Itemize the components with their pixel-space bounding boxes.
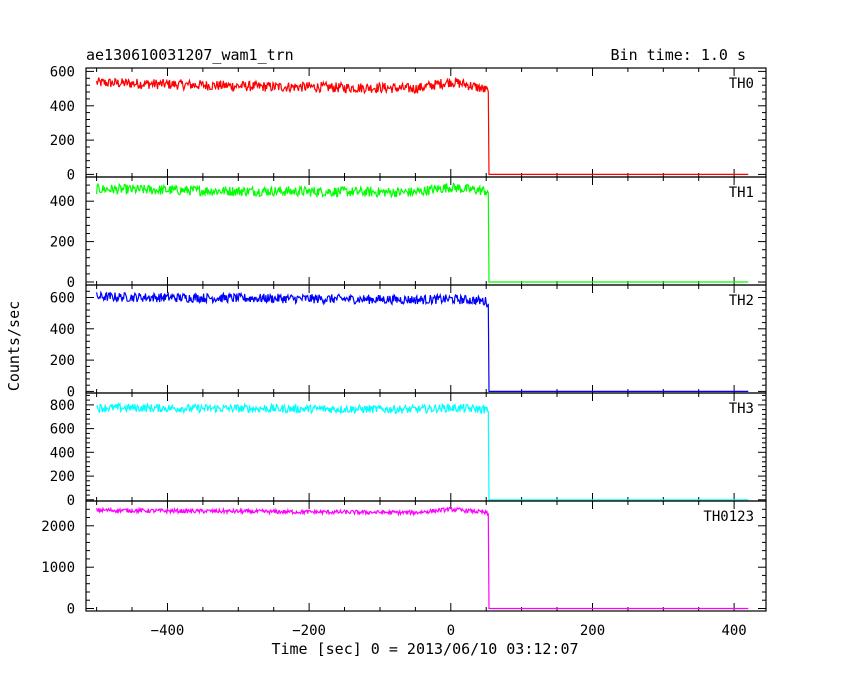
panel-label: TH1: [729, 185, 754, 201]
y-tick-label: 200: [50, 235, 75, 251]
panel-th1: 0 200 400 TH1: [50, 176, 767, 291]
bin-time-label: Bin time: 1.0 s: [611, 46, 746, 64]
panel-label: TH0: [729, 76, 754, 92]
y-tick-label: 400: [50, 445, 75, 461]
x-tick-label: 0: [447, 623, 455, 639]
y-tick-label: 200: [50, 133, 75, 149]
panels-group: 0 200 400 600 TH0 0 200 400 TH1 0 200 400 600 TH2 0 200…: [41, 64, 767, 639]
panel-th0: 0 200 400 600 TH0: [50, 64, 767, 183]
y-tick-label: 0: [67, 493, 75, 509]
panel-th2: 0 200 400 600 TH2: [50, 284, 767, 400]
y-tick-label: 400: [50, 194, 75, 210]
series-line-th1: [96, 182, 749, 283]
y-tick-label: 800: [50, 398, 75, 414]
y-tick-label: 200: [50, 353, 75, 369]
x-tick-label: −200: [292, 623, 326, 639]
series-line-th0123: [96, 506, 749, 610]
y-tick-label: 0: [67, 275, 75, 291]
y-axis-label: Counts/sec: [5, 301, 23, 391]
panel-frame: [85, 500, 767, 612]
y-tick-label: 0: [67, 167, 75, 183]
y-tick-label: 2000: [41, 519, 75, 535]
y-tick-label: 600: [50, 422, 75, 438]
y-tick-label: 0: [67, 384, 75, 400]
y-tick-label: 400: [50, 99, 75, 115]
panel-th0123: 0 1000 2000 TH0123: [41, 500, 767, 618]
y-tick-label: 200: [50, 469, 75, 485]
panel-label: TH3: [729, 401, 754, 417]
panel-label: TH2: [729, 293, 754, 309]
panel-th3: 0 200 400 600 800 TH3: [50, 392, 767, 509]
x-axis-label: Time [sec] 0 = 2013/06/10 03:12:07: [271, 640, 578, 658]
chart-title: ae130610031207_wam1_trn: [86, 46, 294, 64]
y-tick-label: 400: [50, 322, 75, 338]
x-tick-label: 400: [721, 623, 746, 639]
y-tick-label: 0: [67, 602, 75, 618]
x-tick-label: 200: [580, 623, 605, 639]
panel-label: TH0123: [703, 509, 754, 525]
x-tick-label: −400: [151, 623, 185, 639]
series-line-th0: [96, 77, 749, 175]
series-line-th3: [96, 402, 749, 501]
y-tick-label: 600: [50, 291, 75, 307]
y-tick-label: 600: [50, 64, 75, 80]
y-tick-label: 1000: [41, 560, 75, 576]
series-line-th2: [96, 290, 749, 392]
